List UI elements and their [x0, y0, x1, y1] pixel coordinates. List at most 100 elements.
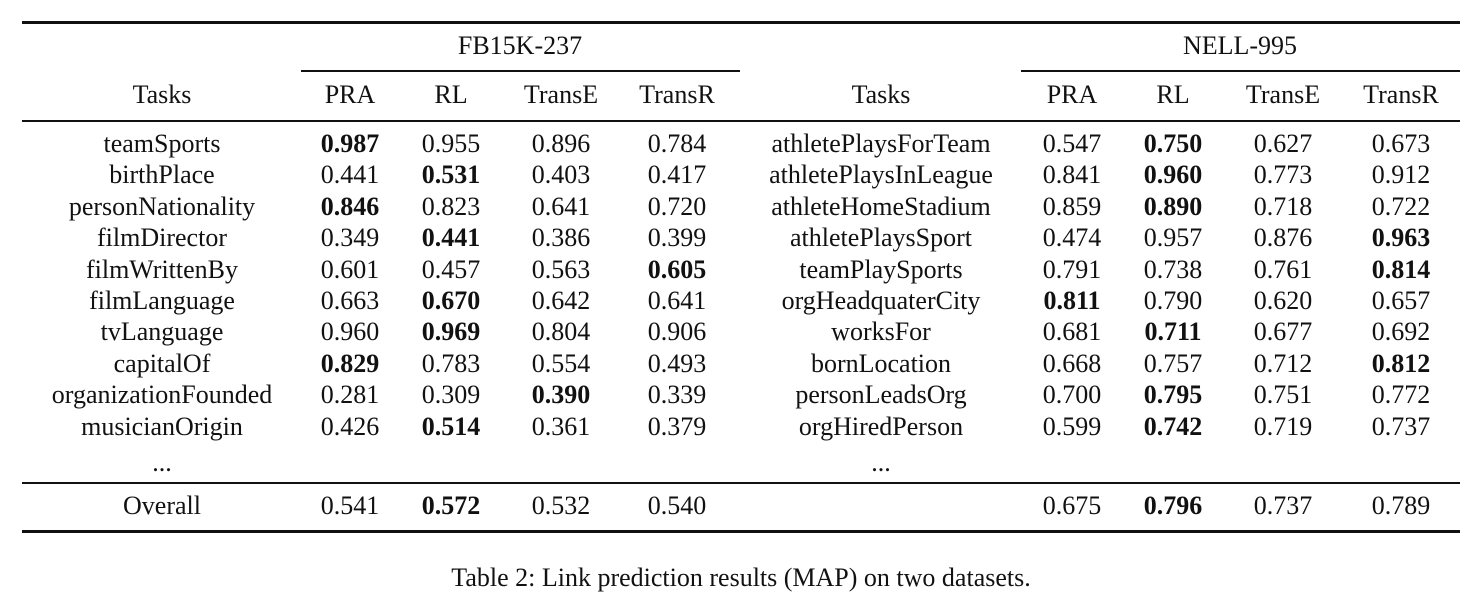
group-title-nell: NELL-995 — [1182, 31, 1298, 60]
overall-nell-pra-value: 0.675 — [1042, 491, 1102, 520]
nell-pra-value: 0.859 — [1042, 191, 1102, 221]
nell-transe-value: 0.773 — [1253, 160, 1313, 190]
nell-rl-value: 0.960 — [1143, 160, 1203, 190]
fb15k-transe-value: 0.390 — [531, 380, 591, 410]
nell-rl-value: 0.711 — [1144, 317, 1202, 347]
fb15k-transr-value: 0.339 — [647, 380, 707, 410]
nell-pra-value: 0.599 — [1042, 411, 1102, 441]
fb15k-rl-value: 0.955 — [421, 129, 481, 158]
nell-rl-value: 0.957 — [1143, 223, 1203, 253]
nell-task-name: orgHeadquaterCity — [781, 286, 981, 315]
fb15k-rl-value: 0.531 — [421, 160, 481, 190]
nell-task-name: orgHiredPerson — [798, 411, 964, 441]
nell-task-name: athleteHomeStadium — [771, 191, 991, 221]
nell-transr-value: 0.737 — [1371, 411, 1431, 441]
nell-transe-value: 0.718 — [1253, 191, 1313, 221]
fb15k-task-name: filmDirector — [97, 223, 227, 253]
fb15k-transe-value: 0.642 — [531, 286, 591, 315]
nell-rl-value: 0.890 — [1143, 191, 1203, 221]
nell-pra-value: 0.841 — [1042, 160, 1102, 190]
fb15k-task-name: filmWrittenBy — [85, 254, 239, 284]
nell-transr-value: 0.814 — [1371, 254, 1431, 284]
fb15k-pra-value: 0.349 — [320, 223, 380, 253]
nell-transe-value: 0.627 — [1253, 129, 1313, 158]
nell-pra-value: 0.700 — [1042, 380, 1102, 410]
nell-transr-value: 0.692 — [1371, 317, 1431, 347]
fb15k-task-name: tvLanguage — [100, 317, 224, 347]
nell-transe-value: 0.876 — [1253, 223, 1313, 253]
fb15k-pra-value: 0.987 — [320, 129, 380, 158]
fb15k-ellipsis: ... — [152, 448, 172, 477]
nell-transr-value: 0.673 — [1371, 129, 1431, 158]
nell-pra-value: 0.474 — [1042, 223, 1102, 253]
fb15k-transe-value: 0.641 — [531, 191, 591, 221]
nell-rl-value: 0.757 — [1143, 348, 1203, 378]
fb15k-pra-value: 0.846 — [320, 191, 380, 221]
nell-transr-value: 0.772 — [1371, 380, 1431, 410]
nell-pra-value: 0.681 — [1042, 317, 1102, 347]
nell-task-name: athletePlaysForTeam — [771, 129, 991, 158]
nell-pra-value: 0.791 — [1042, 254, 1102, 284]
nell-ellipsis: ... — [871, 448, 891, 477]
nell-rl-value: 0.738 — [1143, 254, 1203, 284]
fb15k-pra-value: 0.426 — [320, 411, 380, 441]
fb15k-transr-value: 0.605 — [647, 254, 707, 284]
nell-task-name: athletePlaysInLeague — [769, 160, 993, 190]
fb15k-rl-value: 0.823 — [421, 191, 481, 221]
overall-nell-rl-value: 0.796 — [1143, 491, 1203, 520]
fb15k-rl-value: 0.441 — [421, 223, 481, 253]
fb15k-task-name: birthPlace — [109, 160, 215, 190]
nell-transe-value: 0.751 — [1253, 380, 1313, 410]
overall-nell-transr-value: 0.789 — [1371, 491, 1431, 520]
overall-fb15k-rl-value: 0.572 — [421, 491, 481, 520]
fb15k-pra-value: 0.281 — [320, 380, 380, 410]
nell-task-name: teamPlaySports — [799, 254, 963, 284]
fb15k-transr-value: 0.641 — [647, 286, 707, 315]
fb15k-transr-value: 0.784 — [647, 129, 707, 158]
fb15k-task-name: musicianOrigin — [81, 411, 243, 441]
header-transe-fb15k: TransE — [523, 80, 599, 109]
overall-rule — [22, 482, 1460, 484]
fb15k-task-name: personNationality — [68, 191, 256, 221]
header-transr-nell: TransR — [1363, 80, 1439, 109]
header-pra-nell: PRA — [1046, 80, 1098, 109]
fb15k-transe-value: 0.403 — [531, 160, 591, 190]
nell-transr-value: 0.722 — [1371, 191, 1431, 221]
overall-label: Overall — [123, 491, 201, 520]
nell-rl-value: 0.790 — [1143, 286, 1203, 315]
nell-transe-value: 0.712 — [1253, 348, 1313, 378]
nell-transe-value: 0.761 — [1253, 254, 1313, 284]
nell-transr-value: 0.812 — [1371, 348, 1431, 378]
fb15k-transe-value: 0.563 — [531, 254, 591, 284]
header-rule — [22, 120, 1460, 122]
header-transr-fb15k: TransR — [639, 80, 715, 109]
nell-pra-value: 0.668 — [1042, 348, 1102, 378]
fb15k-rl-value: 0.457 — [421, 254, 481, 284]
table-caption: Table 2: Link prediction results (MAP) o… — [451, 563, 1031, 592]
nell-transr-value: 0.657 — [1371, 286, 1431, 315]
nell-group-underline — [1021, 70, 1460, 72]
bottom-rule — [22, 530, 1460, 533]
nell-pra-value: 0.811 — [1043, 286, 1101, 315]
nell-task-name: athletePlaysSport — [790, 223, 972, 253]
header-pra-fb15k: PRA — [324, 80, 376, 109]
fb15k-pra-value: 0.960 — [320, 317, 380, 347]
overall-fb15k-pra-value: 0.541 — [320, 491, 380, 520]
fb15k-pra-value: 0.829 — [320, 348, 380, 378]
fb15k-task-name: capitalOf — [113, 348, 211, 378]
fb15k-transe-value: 0.554 — [531, 348, 591, 378]
fb15k-transr-value: 0.399 — [647, 223, 707, 253]
fb15k-transe-value: 0.896 — [531, 129, 591, 158]
overall-nell-transe-value: 0.737 — [1253, 491, 1313, 520]
fb15k-transe-value: 0.361 — [531, 411, 591, 441]
fb15k-transr-value: 0.720 — [647, 191, 707, 221]
nell-pra-value: 0.547 — [1042, 129, 1102, 158]
fb15k-rl-value: 0.309 — [421, 380, 481, 410]
nell-rl-value: 0.742 — [1143, 411, 1203, 441]
fb15k-rl-value: 0.969 — [421, 317, 481, 347]
fb15k-transe-value: 0.804 — [531, 317, 591, 347]
fb15k-pra-value: 0.663 — [320, 286, 380, 315]
nell-transe-value: 0.677 — [1253, 317, 1313, 347]
nell-task-name: bornLocation — [810, 348, 952, 378]
group-title-fb15k: FB15K-237 — [457, 31, 583, 60]
